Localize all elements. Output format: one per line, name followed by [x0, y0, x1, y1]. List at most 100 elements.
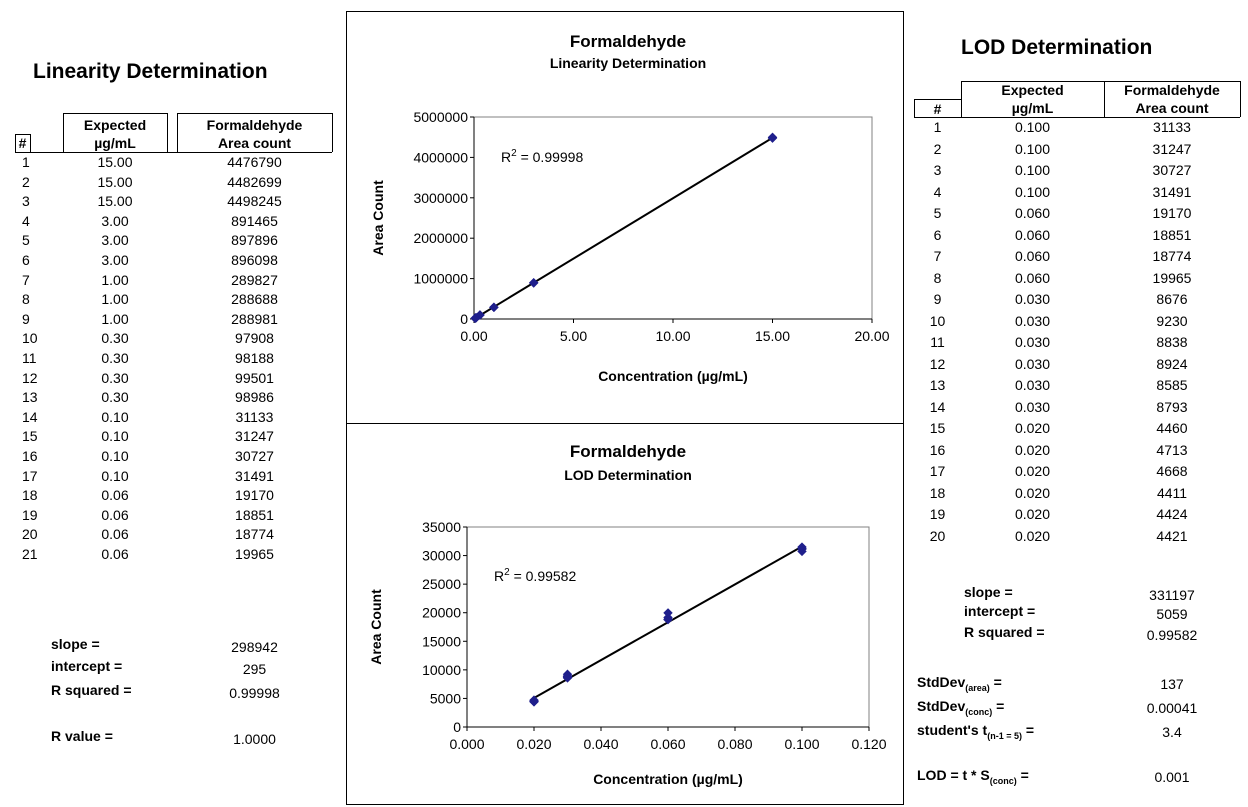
- header-rule: [914, 99, 915, 117]
- num-header: #: [933, 101, 942, 117]
- plot-area: [466, 526, 870, 728]
- area-value: 19170: [235, 487, 274, 504]
- x-tick-label: 0.080: [717, 736, 752, 752]
- stat-label-subscript: (area): [965, 682, 990, 693]
- expected-value: 0.020: [1014, 441, 1051, 458]
- expected-value: 0.100: [1014, 162, 1051, 178]
- lod-title: LOD Determination: [961, 36, 1153, 59]
- r-squared-label: R2 = 0.99998: [501, 148, 583, 165]
- chart-title: Formaldehyde: [570, 442, 686, 461]
- row-number: 17: [929, 463, 946, 479]
- lod-chart: Formaldehyde LOD Determination 0 5000 10000 1…: [346, 423, 904, 805]
- expected-value: 0.10: [101, 408, 129, 425]
- r-squared-symbol: R: [494, 568, 504, 584]
- row-number: 2: [22, 173, 30, 190]
- row-number: 14: [929, 398, 946, 415]
- row-number: 1: [22, 154, 30, 170]
- trendline: [474, 136, 774, 320]
- area-value: 31247: [1152, 140, 1192, 157]
- area-value: 30727: [235, 448, 274, 464]
- stat-label-text: student's t: [917, 722, 988, 738]
- area-value: 4421: [1156, 527, 1188, 544]
- expected-value: 0.060: [1014, 269, 1051, 286]
- area-value: 4460: [1156, 420, 1188, 436]
- stat-value: 1.0000: [233, 731, 276, 747]
- y-tick-label: 0: [453, 719, 461, 735]
- header-rule: [177, 113, 178, 152]
- row-number: 5: [22, 232, 30, 249]
- stat-label-equals: =: [992, 698, 1005, 714]
- area-value: 18774: [235, 526, 274, 543]
- y-tick-label: 0: [460, 311, 468, 327]
- x-tick-label: 15.00: [755, 328, 790, 344]
- data-point: [797, 542, 807, 552]
- row-number: 15: [929, 420, 946, 436]
- data-point: [528, 278, 539, 288]
- header-rule: [1240, 81, 1241, 117]
- r-squared-value: = 0.99582: [510, 568, 577, 584]
- header-rule: [177, 113, 332, 114]
- stat-value: 0.00041: [1146, 700, 1198, 716]
- row-number: 14: [22, 408, 38, 425]
- expected-value: 0.10: [101, 448, 129, 464]
- stat-value: 0.001: [1154, 769, 1190, 785]
- stat-value: 3.4: [1162, 724, 1182, 740]
- expected-value: 0.030: [1014, 334, 1051, 350]
- row-number: 11: [930, 334, 945, 350]
- x-tick-label: 0.120: [851, 736, 886, 752]
- linearity-title: Linearity Determination: [33, 60, 268, 83]
- row-number: 18: [929, 484, 946, 501]
- chart-subtitle: LOD Determination: [564, 467, 692, 483]
- expected-value: 15.00: [97, 193, 133, 210]
- y-tick-label: 15000: [422, 633, 461, 649]
- stat-label: intercept =: [964, 603, 1036, 619]
- header-rule: [167, 113, 168, 152]
- header-rule: [961, 81, 962, 117]
- stat-value: 0.99582: [1146, 627, 1198, 643]
- stat-value: 331197: [1149, 587, 1195, 603]
- area-value: 288981: [231, 310, 278, 327]
- row-number: 12: [22, 369, 38, 386]
- row-number: 10: [22, 330, 38, 347]
- data-point: [767, 132, 778, 142]
- expected-value: 15.00: [97, 173, 133, 190]
- area-value: 4668: [1156, 463, 1188, 479]
- stat-label: slope =: [51, 636, 100, 652]
- header-rule: [914, 117, 1240, 118]
- header-rule: [30, 134, 31, 152]
- row-number: 16: [929, 441, 946, 458]
- stat-label: R squared =: [964, 624, 1045, 640]
- data-point: [562, 672, 573, 682]
- row-number: 3: [22, 193, 30, 210]
- area-value: 98986: [235, 389, 274, 406]
- area-value: 8793: [1156, 398, 1188, 415]
- lod-chart-svg: Formaldehyde LOD Determination 0 5000 10000 1…: [368, 442, 887, 787]
- x-tick-label: 0.040: [583, 736, 618, 752]
- expected-value: 0.06: [101, 506, 129, 523]
- stat-value: 137: [1160, 676, 1184, 692]
- stat-label-subscript: (conc): [965, 706, 993, 717]
- row-number: 2: [933, 140, 942, 157]
- y-tick-label: 30000: [422, 548, 461, 564]
- header-rule: [914, 99, 961, 100]
- row-number: 4: [22, 212, 30, 229]
- x-axis-label: Concentration (µg/mL): [593, 771, 743, 787]
- row-number: 5: [933, 205, 942, 221]
- stat-value: 295: [242, 661, 267, 677]
- linearity-chart: Formaldehyde Linearity Determination 0 1000…: [346, 11, 904, 432]
- stat-label-text: LOD = t * S: [917, 767, 990, 783]
- stat-label: R value =: [51, 728, 113, 744]
- num-header: #: [18, 135, 27, 151]
- y-tick-label: 5000: [430, 690, 461, 706]
- header-rule: [63, 113, 167, 114]
- expected-value: 0.30: [101, 389, 129, 406]
- stat-label: intercept =: [51, 658, 123, 674]
- x-axis-label: Concentration (µg/mL): [598, 368, 748, 384]
- header-rule: [63, 113, 64, 152]
- expected-value: 0.10: [101, 467, 129, 484]
- row-number: 16: [22, 448, 38, 464]
- area-value: 19170: [1152, 205, 1192, 221]
- header-rule: [15, 134, 16, 152]
- area-value: 31133: [235, 408, 274, 425]
- area-value: 4476790: [227, 154, 282, 170]
